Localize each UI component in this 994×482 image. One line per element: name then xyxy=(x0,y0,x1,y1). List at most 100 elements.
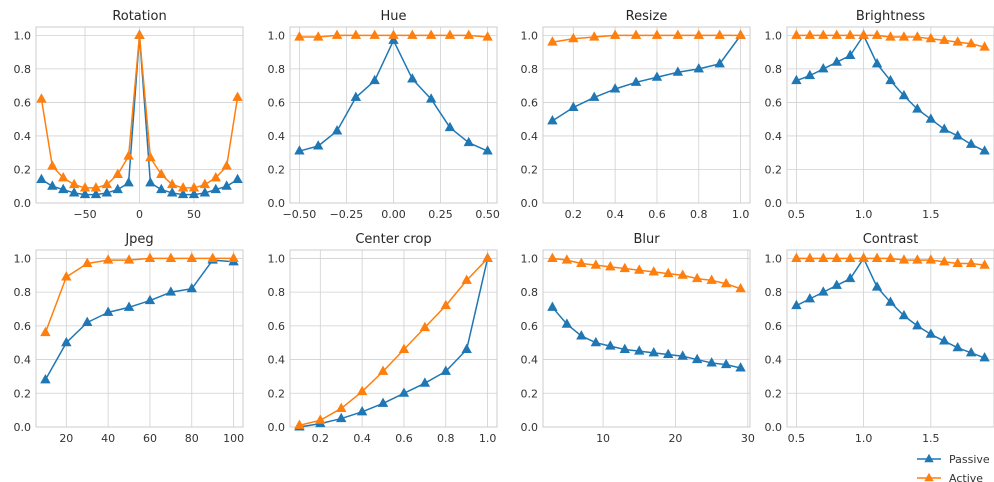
data-point-active xyxy=(294,31,305,41)
data-point-active xyxy=(912,31,923,41)
y-tick-label: 0.4 xyxy=(268,130,286,143)
data-point-active xyxy=(331,29,343,39)
data-point-passive xyxy=(706,357,717,367)
data-point-passive xyxy=(36,173,47,184)
data-point-active xyxy=(844,29,856,39)
chart-title: Jpeg xyxy=(124,232,153,247)
data-point-passive xyxy=(166,187,178,197)
data-point-passive xyxy=(61,336,72,347)
data-point-active xyxy=(547,252,558,262)
data-point-active xyxy=(979,41,990,51)
y-tick-label: 0.4 xyxy=(14,354,32,367)
y-tick-label: 0.6 xyxy=(765,320,783,333)
data-point-active xyxy=(482,31,493,41)
data-point-active xyxy=(47,160,58,170)
data-point-passive xyxy=(101,187,113,197)
data-point-passive xyxy=(885,74,896,85)
x-tick-label: 0.6 xyxy=(648,208,666,221)
data-point-active xyxy=(898,254,910,264)
subplot-hue: −0.50 −0.25 0.00 0.25 0.50 0.0 0.2 0.4 0.6 0.8 1.0… xyxy=(268,9,500,221)
data-point-active xyxy=(735,282,746,293)
y-tick-label: 0.4 xyxy=(765,130,783,143)
y-tick-label: 0.2 xyxy=(268,387,286,400)
data-point-passive xyxy=(294,145,305,155)
plot-frame xyxy=(542,249,751,428)
data-point-active xyxy=(858,252,869,262)
data-point-active xyxy=(440,299,451,310)
series-line-passive xyxy=(299,258,489,428)
data-point-passive xyxy=(871,58,883,68)
data-point-passive xyxy=(112,183,123,194)
y-tick-label: 1.0 xyxy=(268,29,286,42)
data-point-passive xyxy=(177,188,189,199)
plot-frame xyxy=(786,249,994,428)
subplot-center-crop: 0.2 0.4 0.6 0.8 1.0 0.0 0.2 0.4 0.6 0.8 1.0 Center … xyxy=(268,232,498,445)
data-point-active xyxy=(609,29,621,39)
data-point-active xyxy=(939,255,950,266)
data-point-passive xyxy=(440,365,451,375)
data-point-active xyxy=(677,269,688,279)
series-line-passive xyxy=(552,34,742,122)
data-point-active xyxy=(58,172,69,182)
data-point-active xyxy=(444,29,456,39)
plot-frame xyxy=(542,26,751,204)
data-point-passive xyxy=(369,74,380,85)
subplot-rotation: −50 0 50 0.0 0.2 0.4 0.6 0.8 1.0 Rotation xyxy=(14,9,244,221)
x-tick-label: 0 xyxy=(136,208,143,221)
data-point-passive xyxy=(691,353,703,364)
data-point-passive xyxy=(102,306,114,316)
data-point-active xyxy=(648,266,659,276)
data-point-active xyxy=(377,365,389,375)
data-point-passive xyxy=(123,301,135,311)
data-point-passive xyxy=(885,296,896,306)
data-point-active xyxy=(858,29,869,39)
data-point-passive xyxy=(156,183,167,194)
x-tick-label: 0.2 xyxy=(312,432,330,445)
y-tick-label: 0.8 xyxy=(521,286,539,299)
data-point-active xyxy=(356,385,368,396)
y-tick-label: 0.2 xyxy=(765,163,783,176)
data-point-active xyxy=(714,29,725,39)
data-point-passive xyxy=(925,113,937,123)
x-tick-label: 40 xyxy=(101,432,115,445)
data-point-active xyxy=(706,274,717,284)
data-point-passive xyxy=(939,123,950,133)
data-point-active xyxy=(463,29,474,39)
data-point-active xyxy=(651,29,663,39)
data-point-active xyxy=(871,252,883,262)
x-tick-label: −0.25 xyxy=(330,208,364,221)
data-point-passive xyxy=(482,145,493,155)
series-line-active xyxy=(299,257,489,427)
data-point-active xyxy=(634,264,645,274)
chart-title: Blur xyxy=(633,232,660,247)
y-tick-label: 1.0 xyxy=(521,252,539,265)
y-tick-label: 0.6 xyxy=(14,320,32,333)
data-point-active xyxy=(965,257,977,268)
x-tick-label: 0.4 xyxy=(353,432,371,445)
data-point-active xyxy=(90,182,102,192)
y-tick-label: 0.8 xyxy=(268,63,286,76)
data-point-passive xyxy=(463,136,474,147)
data-point-passive xyxy=(912,320,923,330)
x-tick-label: 0.2 xyxy=(565,208,583,221)
y-tick-label: 1.0 xyxy=(521,29,539,42)
y-tick-label: 0.0 xyxy=(14,421,32,434)
y-tick-label: 0.8 xyxy=(14,286,32,299)
y-tick-label: 0.2 xyxy=(521,163,539,176)
data-point-active xyxy=(407,29,418,39)
x-tick-label: 1.0 xyxy=(732,208,750,221)
y-tick-label: 1.0 xyxy=(14,252,32,265)
data-point-active xyxy=(952,36,963,46)
plot-frame xyxy=(289,249,498,428)
plot-frame xyxy=(35,26,244,204)
data-point-passive xyxy=(58,183,69,194)
data-point-active xyxy=(589,31,600,41)
data-point-passive xyxy=(714,58,725,68)
data-point-active xyxy=(232,91,243,101)
data-point-active xyxy=(313,31,324,41)
data-point-passive xyxy=(831,56,842,66)
data-point-active xyxy=(101,178,113,189)
data-point-active xyxy=(952,257,963,268)
data-point-passive xyxy=(350,91,362,101)
